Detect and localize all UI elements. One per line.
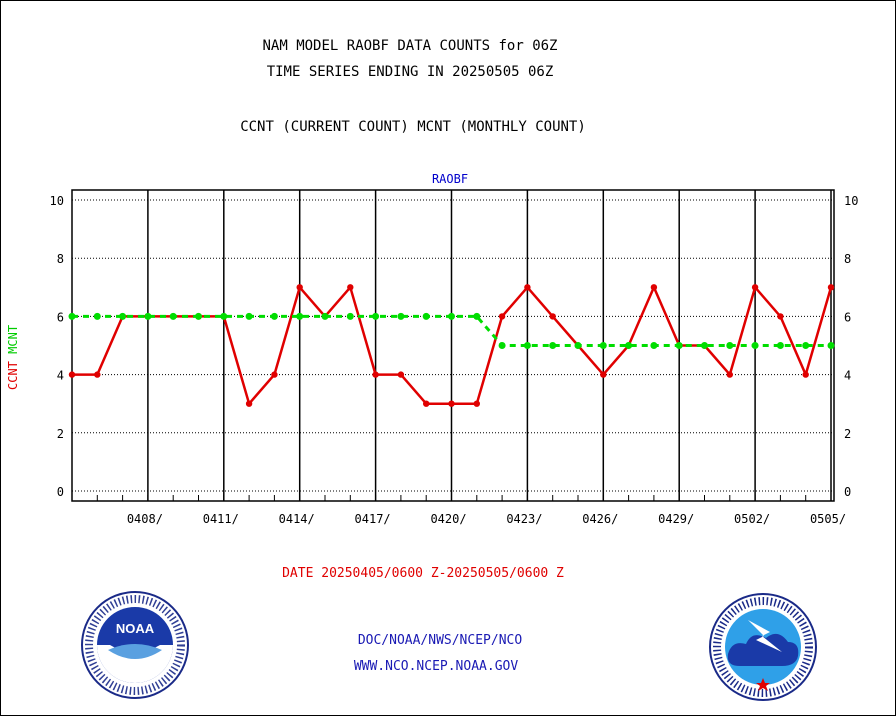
x-tick-label: 0505/ [810, 512, 846, 526]
data-point-ccnt [827, 284, 835, 291]
credit-line-1: DOC/NOAA/NWS/NCEP/NCO [357, 633, 523, 648]
date-range: DATE 20250405/0600 Z-20250505/0600 Z [282, 566, 564, 581]
data-point-mcnt [422, 312, 430, 320]
data-point-mcnt [498, 342, 506, 349]
x-tick-label: 0420/ [430, 512, 466, 526]
chart-title: NAM MODEL RAOBF DATA COUNTS for 06Z [262, 38, 558, 54]
data-point-mcnt [701, 342, 708, 349]
data-point-ccnt [347, 284, 354, 291]
x-tick-label: 0408/ [127, 512, 163, 526]
line-chart: 0 0 2 2 4 4 6 6 8 8 10 10 0408/0411/0414/0417/0420/0… [50, 189, 858, 526]
data-point-ccnt [68, 371, 76, 378]
data-point-ccnt [245, 400, 253, 407]
data-point-mcnt [650, 342, 658, 349]
data-point-ccnt [600, 371, 607, 378]
data-point-ccnt [777, 313, 784, 320]
x-tick-label: 0417/ [355, 512, 391, 526]
data-point-ccnt [726, 371, 733, 378]
data-point-ccnt [549, 313, 556, 320]
data-point-mcnt [169, 312, 177, 320]
x-tick-label: 0502/ [734, 512, 770, 526]
y-tick-label-left: 0 [57, 485, 64, 499]
data-point-mcnt [599, 342, 607, 349]
y-tick-label-right: 6 [844, 310, 851, 324]
data-point-mcnt [751, 342, 759, 349]
data-point-ccnt [524, 284, 531, 291]
data-point-mcnt [397, 312, 405, 320]
data-point-ccnt [650, 284, 658, 291]
data-point-mcnt [549, 342, 557, 349]
noaa-logo-icon: NOAA [81, 591, 189, 699]
data-point-mcnt [523, 342, 531, 349]
data-point-ccnt [473, 400, 480, 407]
data-point-ccnt [498, 313, 506, 320]
data-point-ccnt [271, 371, 278, 378]
data-point-mcnt [220, 312, 228, 320]
data-point-mcnt [296, 312, 304, 320]
data-point-ccnt [94, 371, 101, 378]
y-tick-label-left: 2 [57, 427, 64, 441]
data-point-mcnt [776, 342, 784, 349]
noaa-logo-text: NOAA [116, 621, 155, 636]
y-tick-label-right: 2 [844, 427, 851, 441]
data-point-mcnt [270, 312, 278, 320]
data-point-mcnt [68, 312, 76, 320]
data-point-mcnt [473, 312, 481, 320]
data-point-mcnt [372, 312, 380, 320]
data-point-mcnt [119, 312, 127, 320]
series-description: CCNT (CURRENT COUNT) MCNT (MONTHLY COUNT… [240, 119, 586, 135]
data-point-ccnt [372, 371, 379, 378]
nws-logo-icon [709, 593, 817, 701]
y-tick-label-right: 4 [844, 369, 851, 383]
data-point-ccnt [296, 284, 303, 291]
data-point-mcnt [675, 342, 683, 349]
y-tick-label-right: 10 [844, 194, 858, 208]
chart-subtitle: TIME SERIES ENDING IN 20250505 06Z [266, 64, 554, 80]
x-tick-label: 0426/ [582, 512, 618, 526]
data-point-mcnt [321, 312, 329, 320]
x-tick-label: 0429/ [658, 512, 694, 526]
y-tick-label-left: 6 [57, 310, 64, 324]
data-point-mcnt [245, 312, 253, 320]
data-point-mcnt [144, 312, 152, 320]
y-tick-label-right: 8 [844, 252, 851, 266]
y-tick-label-left: 8 [57, 252, 64, 266]
data-point-mcnt [625, 342, 633, 349]
y-tick-label-left: 10 [50, 194, 64, 208]
data-point-mcnt [827, 342, 835, 349]
data-point-mcnt [802, 342, 810, 349]
x-tick-label: 0423/ [506, 512, 542, 526]
data-point-mcnt [726, 342, 734, 349]
data-point-ccnt [397, 371, 405, 378]
x-tick-label: 0411/ [203, 512, 239, 526]
y-tick-label-left: 4 [57, 369, 64, 383]
data-point-mcnt [574, 342, 582, 349]
x-tick-label: 0414/ [279, 512, 315, 526]
data-point-mcnt [448, 312, 455, 320]
data-point-mcnt [346, 312, 354, 320]
panel-label: RAOBF [431, 172, 469, 186]
credit-line-2: WWW.NCO.NCEP.NOAA.GOV [353, 659, 519, 674]
data-point-mcnt [93, 312, 101, 320]
data-point-ccnt [448, 400, 455, 407]
data-point-mcnt [195, 312, 202, 320]
series-mcnt [68, 312, 835, 349]
data-point-ccnt [802, 371, 809, 378]
data-point-ccnt [423, 400, 430, 407]
data-point-ccnt [751, 284, 759, 291]
y-tick-label-right: 0 [844, 485, 851, 499]
